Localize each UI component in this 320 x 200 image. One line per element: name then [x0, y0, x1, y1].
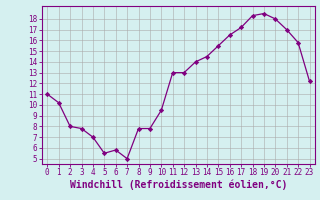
X-axis label: Windchill (Refroidissement éolien,°C): Windchill (Refroidissement éolien,°C) — [70, 180, 287, 190]
